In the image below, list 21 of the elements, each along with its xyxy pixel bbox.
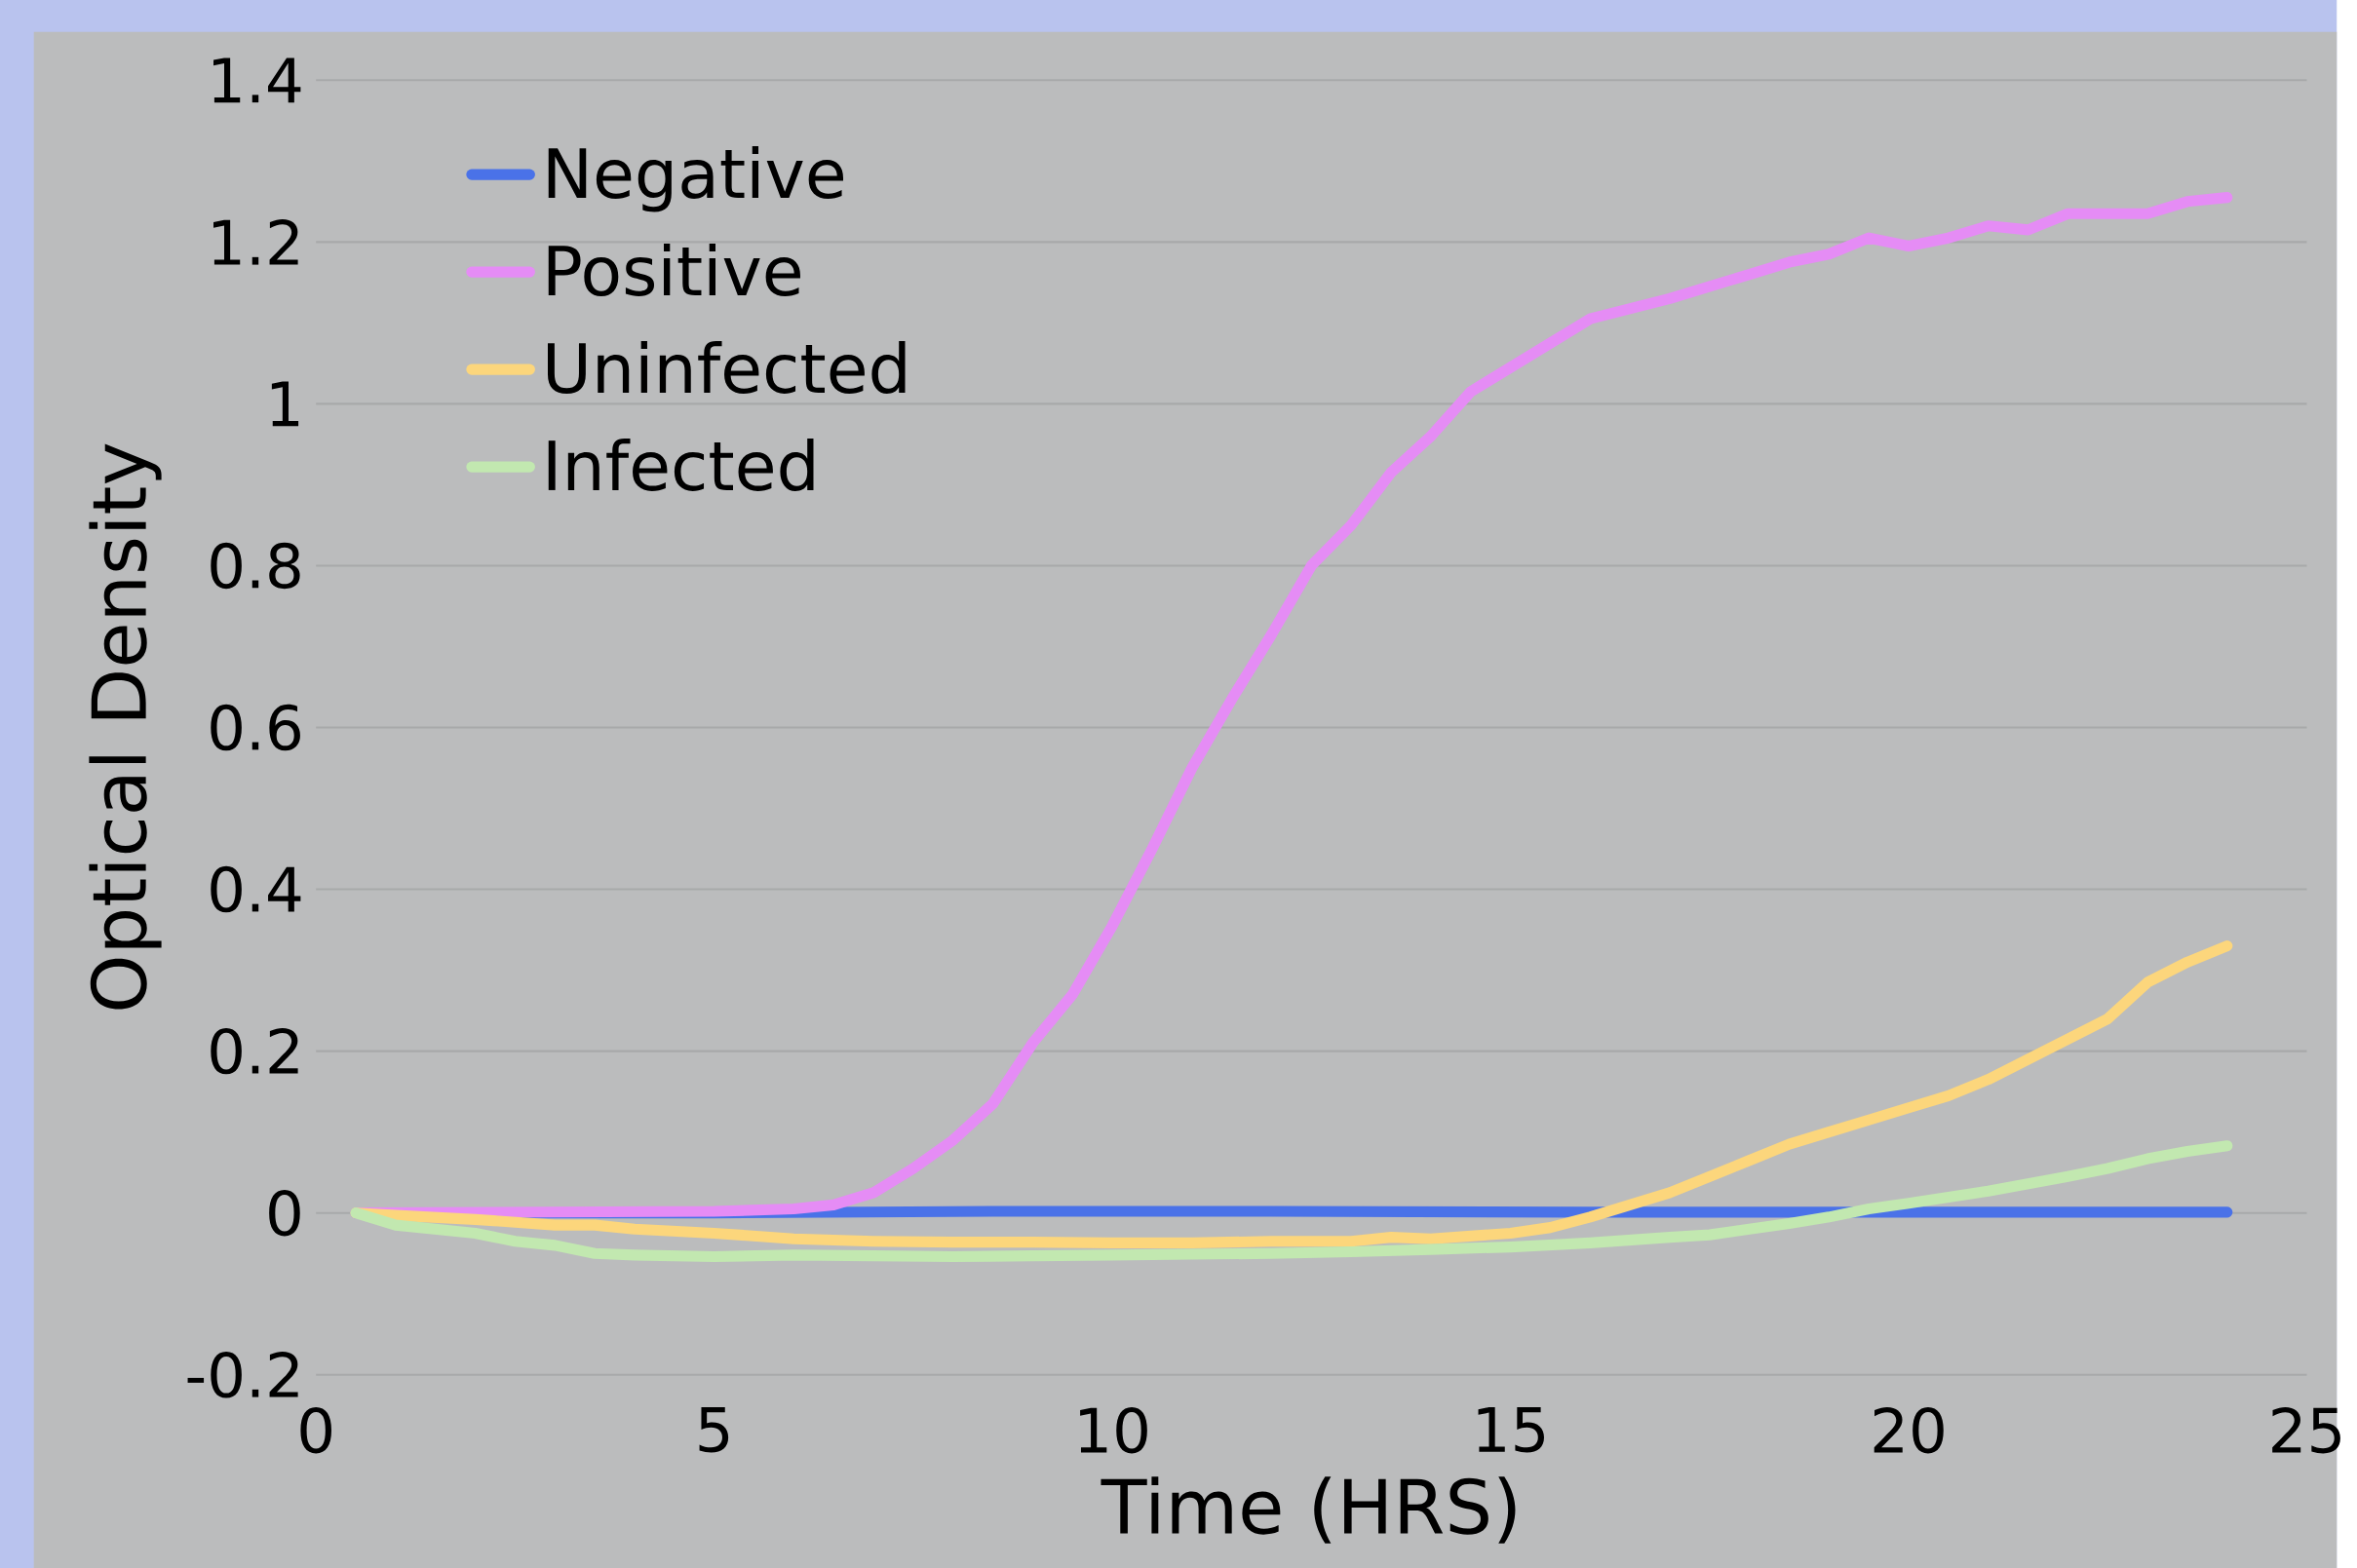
x-tick-label: 20 — [1874, 1406, 1944, 1454]
y-tick-label: 1.2 — [213, 219, 298, 265]
y-tick-label: 0.2 — [211, 1027, 298, 1075]
y-tick-label: 0.8 — [211, 542, 300, 590]
x-tick-label: 25 — [2272, 1406, 2340, 1454]
y-tick-label: 1.4 — [213, 57, 301, 103]
y-tick-label: 0 — [269, 1189, 300, 1237]
y-tick-label: 0.6 — [211, 704, 300, 751]
y-tick-label: -0.2 — [187, 1352, 298, 1398]
legend-label: Negative — [548, 146, 844, 212]
legend-label: Infected — [548, 438, 814, 491]
y-axis-title: Optical Density — [89, 443, 162, 1010]
legend-label: Uninfected — [547, 340, 906, 394]
y-tick-label: 0.4 — [211, 865, 301, 913]
y-tick-label: 1 — [271, 381, 299, 427]
x-tick-label: 0 — [300, 1406, 331, 1454]
x-axis-title: Time (HRS) — [1101, 1476, 1516, 1544]
legend-label: Positive — [548, 244, 800, 296]
x-tick-label: 15 — [1478, 1406, 1544, 1453]
x-tick-label: 10 — [1080, 1406, 1147, 1454]
x-tick-label: 5 — [699, 1406, 729, 1453]
